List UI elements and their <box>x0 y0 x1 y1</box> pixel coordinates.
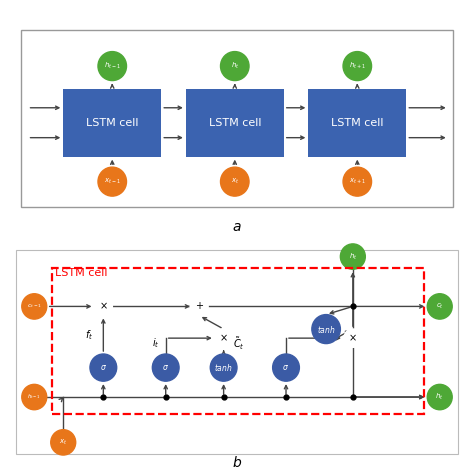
Circle shape <box>22 294 47 319</box>
Circle shape <box>152 354 179 381</box>
Text: $x_t$: $x_t$ <box>230 177 239 186</box>
Circle shape <box>427 294 452 319</box>
Circle shape <box>210 354 237 381</box>
Text: $O$: $O$ <box>314 324 325 336</box>
Text: $tanh$: $tanh$ <box>317 324 336 335</box>
Circle shape <box>190 297 208 315</box>
Text: $h_t$: $h_t$ <box>436 392 444 402</box>
Text: a: a <box>233 220 241 234</box>
Text: $\tilde{C}_t$: $\tilde{C}_t$ <box>233 336 245 353</box>
Circle shape <box>94 297 112 315</box>
Text: $\sigma$: $\sigma$ <box>162 363 169 372</box>
Circle shape <box>215 329 233 347</box>
Text: $h_{t+1}$: $h_{t+1}$ <box>349 61 366 71</box>
Text: $c_t$: $c_t$ <box>436 302 444 311</box>
Text: LSTM cell: LSTM cell <box>331 118 383 128</box>
Text: ×: × <box>219 333 228 343</box>
Text: LSTM cell: LSTM cell <box>86 118 138 128</box>
Text: $h_{t-1}$: $h_{t-1}$ <box>27 393 41 402</box>
FancyBboxPatch shape <box>308 89 406 157</box>
FancyBboxPatch shape <box>17 250 457 454</box>
Text: $h_t$: $h_t$ <box>230 61 239 71</box>
Text: $\sigma$: $\sigma$ <box>100 363 107 372</box>
Circle shape <box>98 51 127 81</box>
Text: $x_{t-1}$: $x_{t-1}$ <box>104 177 121 186</box>
FancyBboxPatch shape <box>186 89 284 157</box>
Text: $c_{t-1}$: $c_{t-1}$ <box>27 303 42 311</box>
Text: ×: × <box>99 302 108 312</box>
Circle shape <box>343 51 372 81</box>
Circle shape <box>273 354 300 381</box>
Text: b: b <box>233 456 241 470</box>
FancyBboxPatch shape <box>21 30 453 207</box>
Text: $x_t$: $x_t$ <box>59 438 67 447</box>
Circle shape <box>220 167 249 196</box>
Circle shape <box>220 51 249 81</box>
Text: LSTM cell: LSTM cell <box>55 269 108 278</box>
Text: $x_{t+1}$: $x_{t+1}$ <box>349 177 366 186</box>
Circle shape <box>312 314 340 344</box>
Text: ×: × <box>349 333 357 343</box>
Circle shape <box>22 384 47 410</box>
Text: $h_{t-1}$: $h_{t-1}$ <box>104 61 121 71</box>
Text: $f_t$: $f_t$ <box>85 328 93 342</box>
Text: $tanh$: $tanh$ <box>214 362 233 373</box>
Circle shape <box>344 329 362 347</box>
Circle shape <box>51 430 76 455</box>
Text: $i_t$: $i_t$ <box>152 336 160 350</box>
Circle shape <box>340 244 365 269</box>
FancyBboxPatch shape <box>63 89 161 157</box>
Text: $\sigma$: $\sigma$ <box>283 363 290 372</box>
Circle shape <box>90 354 117 381</box>
Circle shape <box>343 167 372 196</box>
Text: +: + <box>195 302 203 312</box>
Circle shape <box>427 384 452 410</box>
Text: LSTM cell: LSTM cell <box>209 118 261 128</box>
Text: $h_t$: $h_t$ <box>348 252 357 261</box>
Circle shape <box>98 167 127 196</box>
